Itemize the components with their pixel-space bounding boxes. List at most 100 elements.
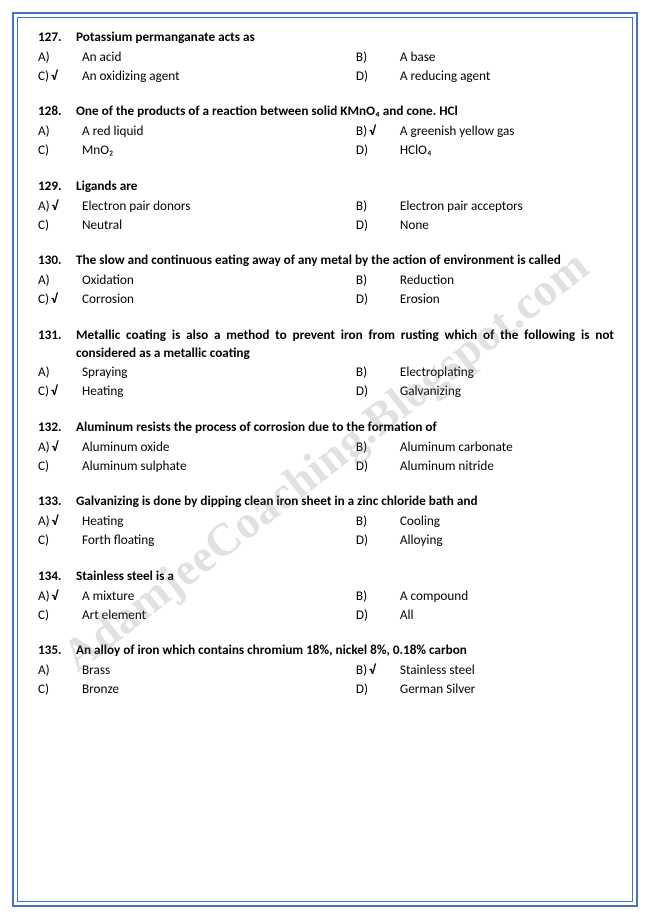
option-text: Alloying (394, 531, 614, 549)
option-letter: B) (354, 271, 394, 289)
question-text: The slow and continuous eating away of a… (76, 251, 614, 269)
question-text: One of the products of a reaction betwee… (76, 102, 614, 120)
option-letter: A) √ (36, 197, 76, 215)
option-text: Spraying (76, 363, 354, 381)
option-letter: C) (36, 606, 76, 624)
question-block: 131. Metallic coating is also a method t… (36, 326, 614, 400)
option-text: Heating (76, 512, 354, 530)
question-number: 133. (36, 492, 76, 510)
option-text: Electron pair donors (76, 197, 354, 215)
option-text: Aluminum oxide (76, 438, 354, 456)
option-text: All (394, 606, 614, 624)
option-text: HClO₄ (394, 141, 614, 159)
option-letter: D) (354, 606, 394, 624)
question-number: 132. (36, 418, 76, 436)
option-letter: B) (354, 512, 394, 530)
option-text: Reduction (394, 271, 614, 289)
option-letter: A) (36, 661, 76, 679)
option-text: A base (394, 48, 614, 66)
option-letter: B) (354, 48, 394, 66)
option-letter: C) (36, 216, 76, 234)
option-text: A reducing agent (394, 67, 614, 85)
option-letter: C) (36, 680, 76, 698)
option-text: An acid (76, 48, 354, 66)
option-text: A red liquid (76, 122, 354, 140)
question-number: 135. (36, 641, 76, 659)
question-text: Stainless steel is a (76, 567, 614, 585)
question-block: 130. The slow and continuous eating away… (36, 251, 614, 307)
option-letter: D) (354, 680, 394, 698)
option-text: An oxidizing agent (76, 67, 354, 85)
option-text: Brass (76, 661, 354, 679)
option-text: Electron pair acceptors (394, 197, 614, 215)
option-text: Corrosion (76, 290, 354, 308)
question-block: 132. Aluminum resists the process of cor… (36, 418, 614, 474)
option-text: Oxidation (76, 271, 354, 289)
option-letter: A) (36, 48, 76, 66)
question-number: 129. (36, 177, 76, 195)
option-letter: B) √ (354, 661, 394, 679)
option-text: German Silver (394, 680, 614, 698)
option-letter: C) √ (36, 67, 76, 85)
option-text: Aluminum nitride (394, 457, 614, 475)
option-letter: A) √ (36, 512, 76, 530)
question-block: 129. Ligands are A) √Electron pair donor… (36, 177, 614, 233)
option-letter: D) (354, 141, 394, 159)
question-block: 127. Potassium permanganate acts as A)An… (36, 28, 614, 84)
question-text: An alloy of iron which contains chromium… (76, 641, 614, 659)
question-number: 127. (36, 28, 76, 46)
option-text: Aluminum sulphate (76, 457, 354, 475)
option-letter: D) (354, 457, 394, 475)
page-content: 127. Potassium permanganate acts as A)An… (36, 28, 614, 891)
option-letter: A) (36, 271, 76, 289)
question-text: Potassium permanganate acts as (76, 28, 614, 46)
option-letter: C) √ (36, 290, 76, 308)
option-text: A compound (394, 587, 614, 605)
question-number: 130. (36, 251, 76, 269)
option-letter: C) √ (36, 382, 76, 400)
question-text: Galvanizing is done by dipping clean iro… (76, 492, 614, 510)
option-text: Cooling (394, 512, 614, 530)
option-text: Galvanizing (394, 382, 614, 400)
option-text: Bronze (76, 680, 354, 698)
option-text: Erosion (394, 290, 614, 308)
option-text: A greenish yellow gas (394, 122, 614, 140)
option-text: Forth floating (76, 531, 354, 549)
option-letter: B) (354, 363, 394, 381)
option-text: Stainless steel (394, 661, 614, 679)
question-block: 135. An alloy of iron which contains chr… (36, 641, 614, 697)
option-text: Neutral (76, 216, 354, 234)
option-letter: D) (354, 216, 394, 234)
option-letter: D) (354, 290, 394, 308)
question-number: 134. (36, 567, 76, 585)
question-block: 133. Galvanizing is done by dipping clea… (36, 492, 614, 548)
option-letter: A) √ (36, 438, 76, 456)
question-block: 128. One of the products of a reaction b… (36, 102, 614, 158)
option-letter: D) (354, 67, 394, 85)
option-text: A mixture (76, 587, 354, 605)
option-letter: C) (36, 531, 76, 549)
option-letter: A) (36, 122, 76, 140)
option-letter: B) (354, 587, 394, 605)
question-text: Aluminum resists the process of corrosio… (76, 418, 614, 436)
option-text: Art element (76, 606, 354, 624)
option-letter: D) (354, 531, 394, 549)
question-number: 128. (36, 102, 76, 120)
option-text: None (394, 216, 614, 234)
question-text: Metallic coating is also a method to pre… (76, 326, 614, 362)
option-letter: A) (36, 363, 76, 381)
option-text: MnO₂ (76, 141, 354, 159)
question-number: 131. (36, 326, 76, 344)
option-letter: D) (354, 382, 394, 400)
option-text: Electroplating (394, 363, 614, 381)
option-letter: C) (36, 141, 76, 159)
option-letter: A) √ (36, 587, 76, 605)
option-letter: B) (354, 197, 394, 215)
option-letter: B) (354, 438, 394, 456)
question-block: 134. Stainless steel is a A) √A mixture … (36, 567, 614, 623)
option-text: Aluminum carbonate (394, 438, 614, 456)
question-text: Ligands are (76, 177, 614, 195)
option-text: Heating (76, 382, 354, 400)
option-letter: B) √ (354, 122, 394, 140)
option-letter: C) (36, 457, 76, 475)
